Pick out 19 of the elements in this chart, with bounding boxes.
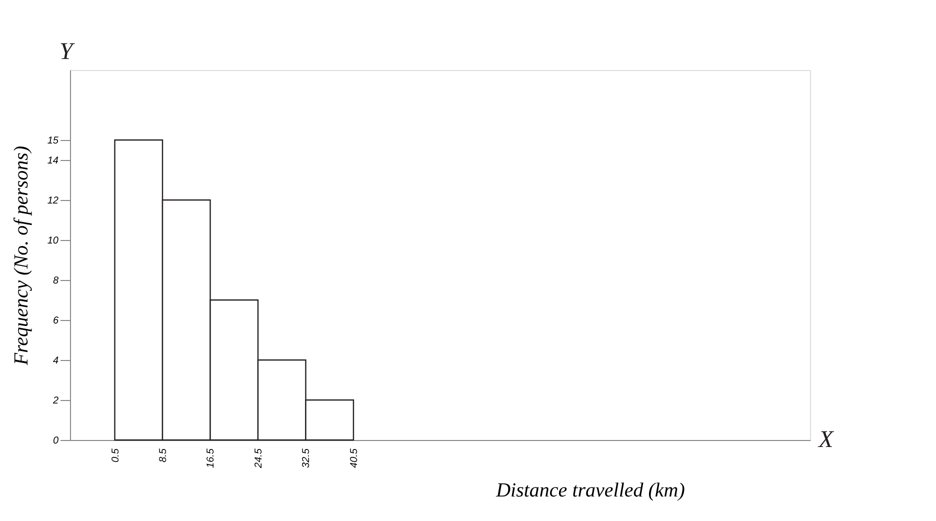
y-tick-label: 10 xyxy=(47,236,59,246)
text: Y xyxy=(59,39,76,65)
y-tick-label: 6 xyxy=(52,316,59,326)
x-tick-label: 24.5 xyxy=(253,448,264,469)
x-tick-label: 40.5 xyxy=(348,448,360,468)
y-tick-label: 0 xyxy=(52,436,59,446)
y-tick-label: 14 xyxy=(47,156,59,166)
x-axis-title: Distance travelled (km) xyxy=(495,480,686,502)
text: X xyxy=(818,427,835,453)
y-tick-label: 15 xyxy=(47,136,59,146)
y-tick-label: 4 xyxy=(52,356,59,366)
y-tick-label: 2 xyxy=(52,396,59,406)
x-tick-label: 8.5 xyxy=(158,448,169,462)
x-tick-label: 16.5 xyxy=(206,448,217,468)
y-axis-title: Frequency (No. of persons) xyxy=(10,146,32,366)
y-tick-label: 12 xyxy=(47,196,59,206)
x-tick-label: 0.5 xyxy=(110,448,122,462)
y-tick-label: 8 xyxy=(52,276,59,286)
x-tick-label: 32.5 xyxy=(301,448,312,468)
